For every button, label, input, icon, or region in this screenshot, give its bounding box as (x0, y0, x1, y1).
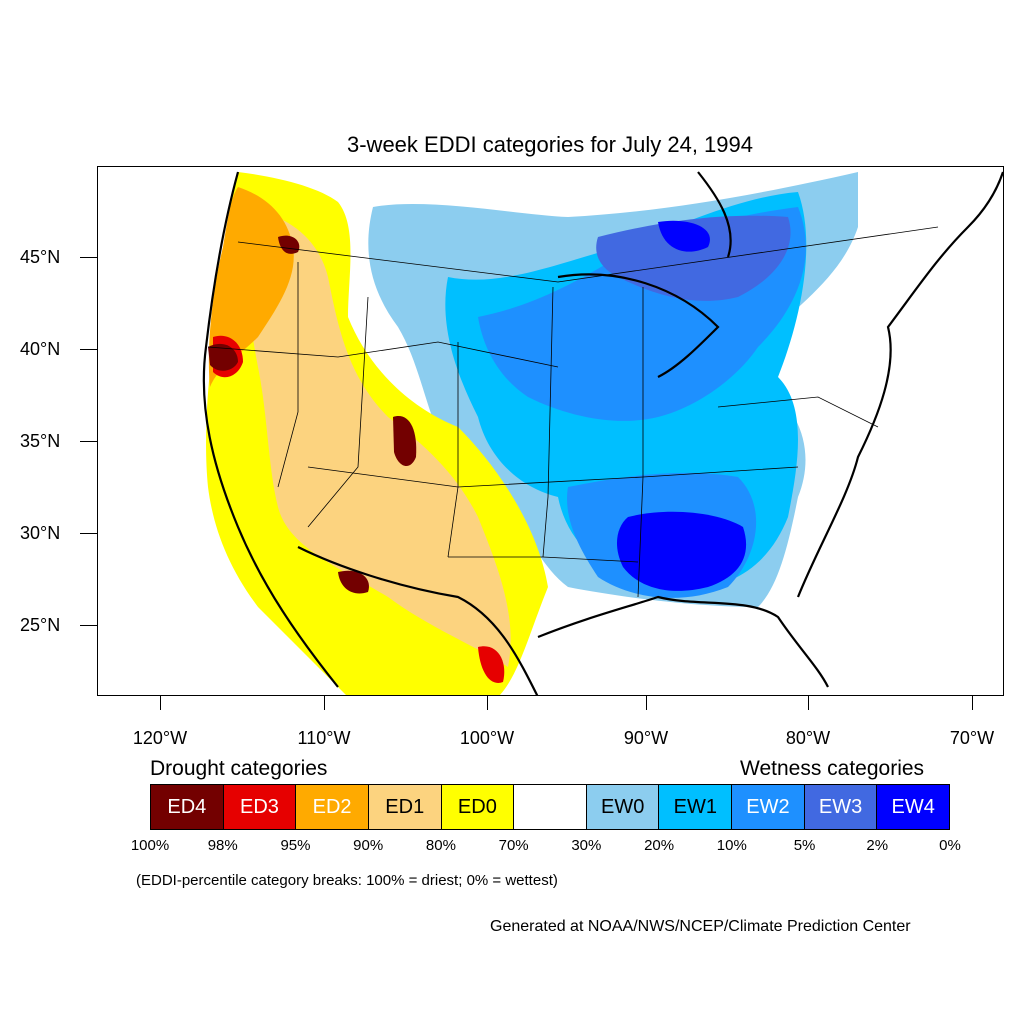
percentile-label: 20% (644, 837, 675, 854)
wetness-heading: Wetness categories (740, 757, 925, 780)
ed2-region (208, 187, 294, 387)
legend-cell-ed3: ED3 (223, 785, 297, 829)
eddi-map (202, 171, 1003, 695)
percentile-label: 0% (939, 837, 961, 854)
legend-cell-ew2: EW2 (732, 785, 805, 829)
ed4-region-2 (393, 416, 417, 467)
ew4-region (616, 511, 747, 591)
legend-cell-ed0: ED0 (441, 785, 515, 829)
ed4-region-1 (208, 343, 238, 371)
category-note: (EDDI-percentile category breaks: 100% =… (136, 872, 558, 889)
wetness-regions (368, 172, 858, 607)
ed4-region-4 (338, 570, 369, 594)
percentile-label: 95% (280, 837, 311, 854)
legend-cell-ed2: ED2 (296, 785, 369, 829)
percentile-label: 10% (716, 837, 747, 854)
lat-tick (80, 533, 97, 534)
lon-tick (972, 696, 973, 710)
legend-cell-neutral (514, 785, 587, 829)
lon-tick (324, 696, 325, 710)
percentile-label: 2% (866, 837, 889, 854)
percentile-label: 90% (353, 837, 384, 854)
drought-regions (206, 172, 548, 695)
ed3-region-south (478, 646, 505, 683)
state-boundaries (207, 226, 939, 598)
lat-tick (80, 441, 97, 442)
legend-bar: ED4 ED3 ED2 ED1 ED0 EW0 EW1 EW2 EW3 EW4 (150, 784, 950, 830)
ew3-region (596, 215, 791, 301)
lat-label-30: 30°N (20, 523, 61, 543)
drought-heading: Drought categories (150, 757, 328, 780)
lon-label-70: 70°W (949, 728, 995, 748)
percentile-label: 5% (793, 837, 816, 854)
percentile-label: 80% (425, 837, 456, 854)
percentile-label: 98% (207, 837, 238, 854)
lat-label-45: 45°N (20, 247, 61, 267)
lon-label-120: 120°W (132, 728, 188, 748)
percentile-label: 70% (498, 837, 529, 854)
lon-label-80: 80°W (785, 728, 831, 748)
lat-label-25: 25°N (20, 615, 61, 635)
ed1-region (246, 207, 511, 667)
map-panel (97, 166, 1004, 696)
coastlines (202, 171, 1003, 695)
lon-tick (646, 696, 647, 710)
legend-cell-ed1: ED1 (368, 785, 442, 829)
lon-tick (487, 696, 488, 710)
credit-line: Generated at NOAA/NWS/NCEP/Climate Predi… (490, 918, 911, 935)
lon-tick (160, 696, 161, 710)
percentile-label: 30% (571, 837, 602, 854)
legend-cell-ew0: EW0 (586, 785, 660, 829)
legend-cell-ew4: EW4 (877, 785, 950, 829)
lat-tick (80, 349, 97, 350)
ew4-region-north (658, 220, 710, 252)
map-title: 3-week EDDI categories for July 24, 1994 (347, 132, 753, 157)
legend-cell-ew1: EW1 (659, 785, 733, 829)
lat-tick (80, 257, 97, 258)
legend-cell-ed4: ED4 (151, 785, 224, 829)
percentile-label: 100% (130, 837, 170, 854)
lat-label-35: 35°N (20, 431, 61, 451)
lat-tick (80, 625, 97, 626)
legend-cell-ew3: EW3 (804, 785, 878, 829)
lon-label-90: 90°W (623, 728, 669, 748)
lon-tick (808, 696, 809, 710)
lon-label-110: 110°W (297, 728, 351, 748)
lat-label-40: 40°N (20, 339, 61, 359)
lon-label-100: 100°W (459, 728, 515, 748)
